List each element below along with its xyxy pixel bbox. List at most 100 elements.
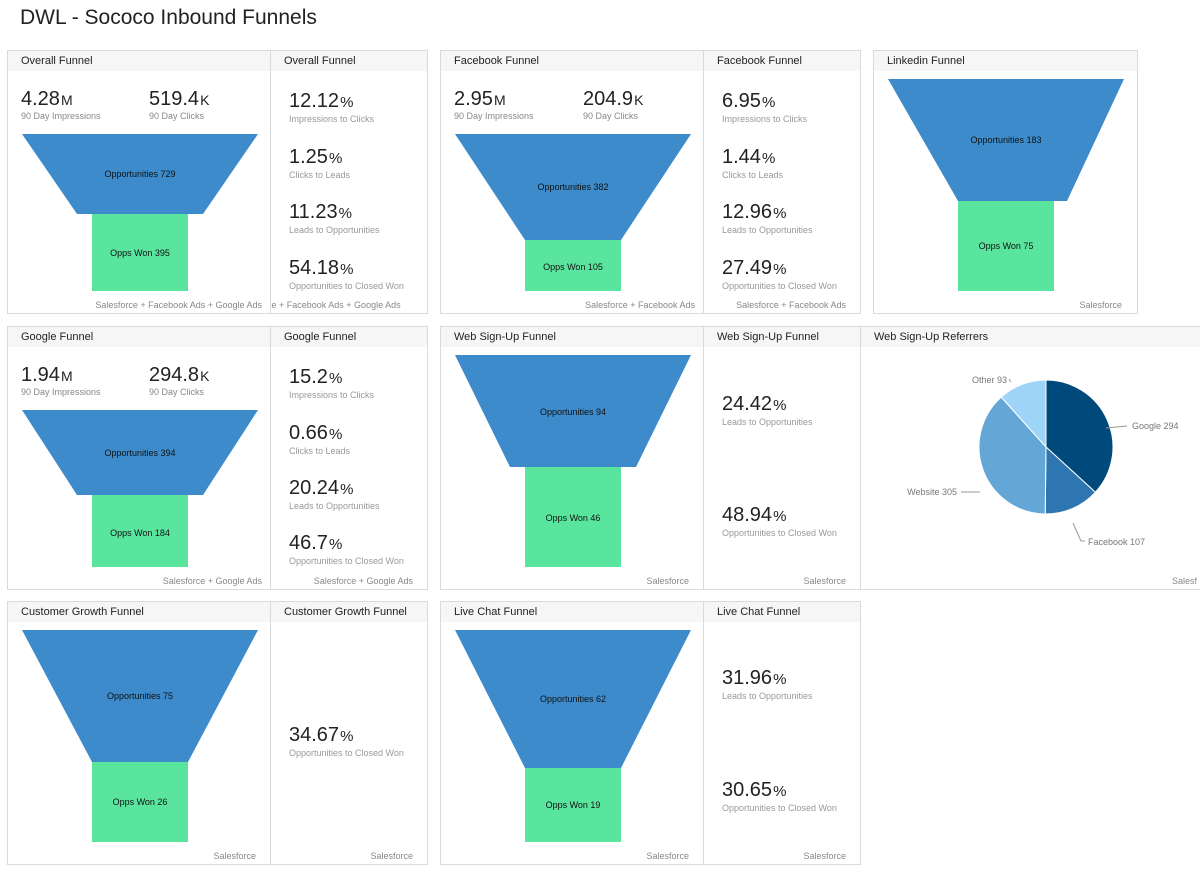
pie-slice-other[interactable]	[1000, 379, 1047, 449]
rate-value: 12.12	[289, 90, 340, 112]
funnel-stage-opps-won[interactable]	[92, 495, 188, 567]
funnel-stage-opps-won[interactable]	[525, 240, 621, 291]
data-source: Salesforce	[803, 851, 846, 861]
funnel-stage-opps-won[interactable]	[958, 201, 1054, 291]
panel-header: Web Sign-Up Funnel	[441, 327, 704, 347]
rate-value: 1.25	[289, 146, 328, 168]
clicks-value: 519.4	[149, 88, 200, 110]
data-source: Salesforce + Facebook Ads + Google Ads	[95, 300, 262, 310]
data-source: Salesforce + Google Ads	[313, 576, 413, 586]
funnel-stage-opportunities[interactable]	[22, 630, 258, 762]
clicks-metric: 519.4K 90 Day Clicks	[149, 89, 209, 121]
rate-label: Leads to Opportunities	[722, 691, 813, 701]
panel-title: Google Funnel	[284, 331, 357, 343]
panel-title: Web Sign-Up Referrers	[874, 331, 989, 343]
data-source: Salesforce + Facebook Ads	[585, 300, 695, 310]
funnel-stage-opps-won[interactable]	[92, 762, 188, 842]
rate-label: Clicks to Leads	[722, 170, 784, 180]
panel-header: Live Chat Funnel	[704, 602, 860, 622]
funnel-stage-opps-won[interactable]	[92, 214, 188, 291]
rate-label: Impressions to Clicks	[289, 114, 375, 124]
funnel-label-opps-won: Opps Won 105	[543, 262, 603, 272]
rate-value: 24.42	[722, 393, 773, 415]
pie-slice-google[interactable]	[1045, 379, 1114, 493]
overall-rates-panel: Overall Funnel 12.12% Impressions to Clic…	[270, 50, 428, 314]
pie-leader-google	[1105, 425, 1128, 429]
funnel-stage-opportunities[interactable]	[888, 79, 1124, 201]
panel-title: Live Chat Funnel	[717, 606, 801, 618]
rate-unit: %	[328, 370, 343, 387]
pie-slice-website[interactable]	[978, 396, 1047, 515]
google-funnel-panel: Google Funnel 1.94M 90 Day Impressions 29…	[7, 326, 271, 590]
panel-header: Google Funnel	[271, 327, 427, 347]
data-source: Salesforce	[803, 576, 846, 586]
impressions-metric: 4.28M 90 Day Impressions	[21, 89, 101, 121]
funnel-label-opportunities: Opportunities 94	[540, 407, 606, 417]
rate-unit: %	[328, 536, 343, 553]
panel-title: Facebook Funnel	[717, 55, 802, 67]
web-signup-funnel-panel: Web Sign-Up Funnel Opportunities 94 Opps…	[440, 326, 704, 590]
rate-opps-to-closed-won: 54.18% Opportunities to Closed Won	[289, 258, 404, 291]
funnel-chart: Opportunities 94 Opps Won 46	[455, 355, 691, 567]
panel-header: Overall Funnel	[8, 51, 271, 71]
rate-label: Opportunities to Closed Won	[722, 528, 837, 538]
facebook-rates-panel: Facebook Funnel 6.95% Impressions to Clic…	[703, 50, 861, 314]
impressions-metric: 1.94M 90 Day Impressions	[21, 365, 101, 397]
rate-label: Opportunities to Closed Won	[289, 281, 404, 291]
impressions-metric: 2.95M 90 Day Impressions	[454, 89, 534, 121]
rate-leads-to-opportunities: 20.24% Leads to Opportunities	[289, 478, 380, 511]
impressions-label: 90 Day Impressions	[21, 387, 101, 397]
rate-unit: %	[773, 671, 787, 688]
panel-header: Google Funnel	[8, 327, 271, 347]
panel-title: Facebook Funnel	[454, 55, 539, 67]
data-source: Salesf	[1172, 576, 1198, 586]
rate-leads-to-opportunities: 31.96% Leads to Opportunities	[722, 668, 813, 701]
overall-funnel-panel: Overall Funnel 4.28M 90 Day Impressions 5…	[7, 50, 271, 314]
rate-opps-to-closed-won: 34.67% Opportunities to Closed Won	[289, 725, 404, 758]
funnel-label-opps-won: Opps Won 184	[110, 528, 170, 538]
live-chat-funnel-panel: Live Chat Funnel Opportunities 62 Opps W…	[440, 601, 704, 865]
funnel-stage-opportunities[interactable]	[455, 134, 691, 240]
data-source: Salesforce	[213, 851, 256, 861]
rate-value: 11.23	[289, 201, 338, 223]
google-rates-panel: Google Funnel 15.2% Impressions to Clicks…	[270, 326, 428, 590]
rate-unit: %	[773, 783, 787, 800]
pie-slice-facebook[interactable]	[1044, 445, 1097, 515]
funnel-stage-opportunities[interactable]	[455, 630, 691, 768]
data-source: Salesforce	[646, 851, 689, 861]
funnel-stage-opps-won[interactable]	[525, 768, 621, 842]
rate-label: Leads to Opportunities	[722, 225, 813, 235]
rate-opps-to-closed-won: 27.49% Opportunities to Closed Won	[722, 258, 837, 291]
rate-label: Opportunities to Closed Won	[289, 748, 404, 758]
funnel-label-opps-won: Opps Won 46	[546, 513, 601, 523]
rate-leads-to-opportunities: 12.96% Leads to Opportunities	[722, 202, 813, 235]
customer-growth-funnel-panel: Customer Growth Funnel Opportunities 75 …	[7, 601, 271, 865]
rate-unit: %	[328, 426, 343, 443]
pie-leader-other	[1008, 378, 1012, 383]
pie-label-facebook: Facebook 107	[1088, 537, 1145, 547]
impressions-unit: M	[60, 92, 73, 108]
rate-clicks-to-leads: 1.44% Clicks to Leads	[722, 147, 783, 180]
data-source: Salesforce	[1079, 300, 1122, 310]
clicks-value: 294.8	[149, 364, 200, 386]
rate-label: Opportunities to Closed Won	[722, 281, 837, 291]
funnel-stage-opportunities[interactable]	[22, 410, 258, 495]
funnel-label-opps-won: Opps Won 26	[113, 797, 168, 807]
funnel-label-opportunities: Opportunities 75	[107, 691, 173, 701]
live-chat-rates-panel: Live Chat Funnel 31.96% Leads to Opportun…	[703, 601, 861, 865]
rate-unit: %	[761, 94, 776, 111]
panel-title: Web Sign-Up Funnel	[717, 331, 819, 343]
funnel-stage-opportunities[interactable]	[455, 355, 691, 467]
rate-label: Clicks to Leads	[289, 446, 351, 456]
funnel-stage-opportunities[interactable]	[22, 134, 258, 214]
rate-leads-to-opportunities: 11.23% Leads to Opportunities	[289, 202, 380, 235]
impressions-unit: M	[493, 92, 506, 108]
rate-value: 54.18	[289, 257, 340, 279]
clicks-label: 90 Day Clicks	[149, 387, 205, 397]
referrers-pie-chart: Google 294 Facebook 107 Website 305 Othe…	[907, 375, 1179, 547]
rate-unit: %	[338, 205, 352, 222]
pie-label-google: Google 294	[1132, 421, 1179, 431]
panel-title: Google Funnel	[21, 331, 94, 343]
rate-unit: %	[328, 150, 343, 167]
funnel-stage-opps-won[interactable]	[525, 467, 621, 567]
